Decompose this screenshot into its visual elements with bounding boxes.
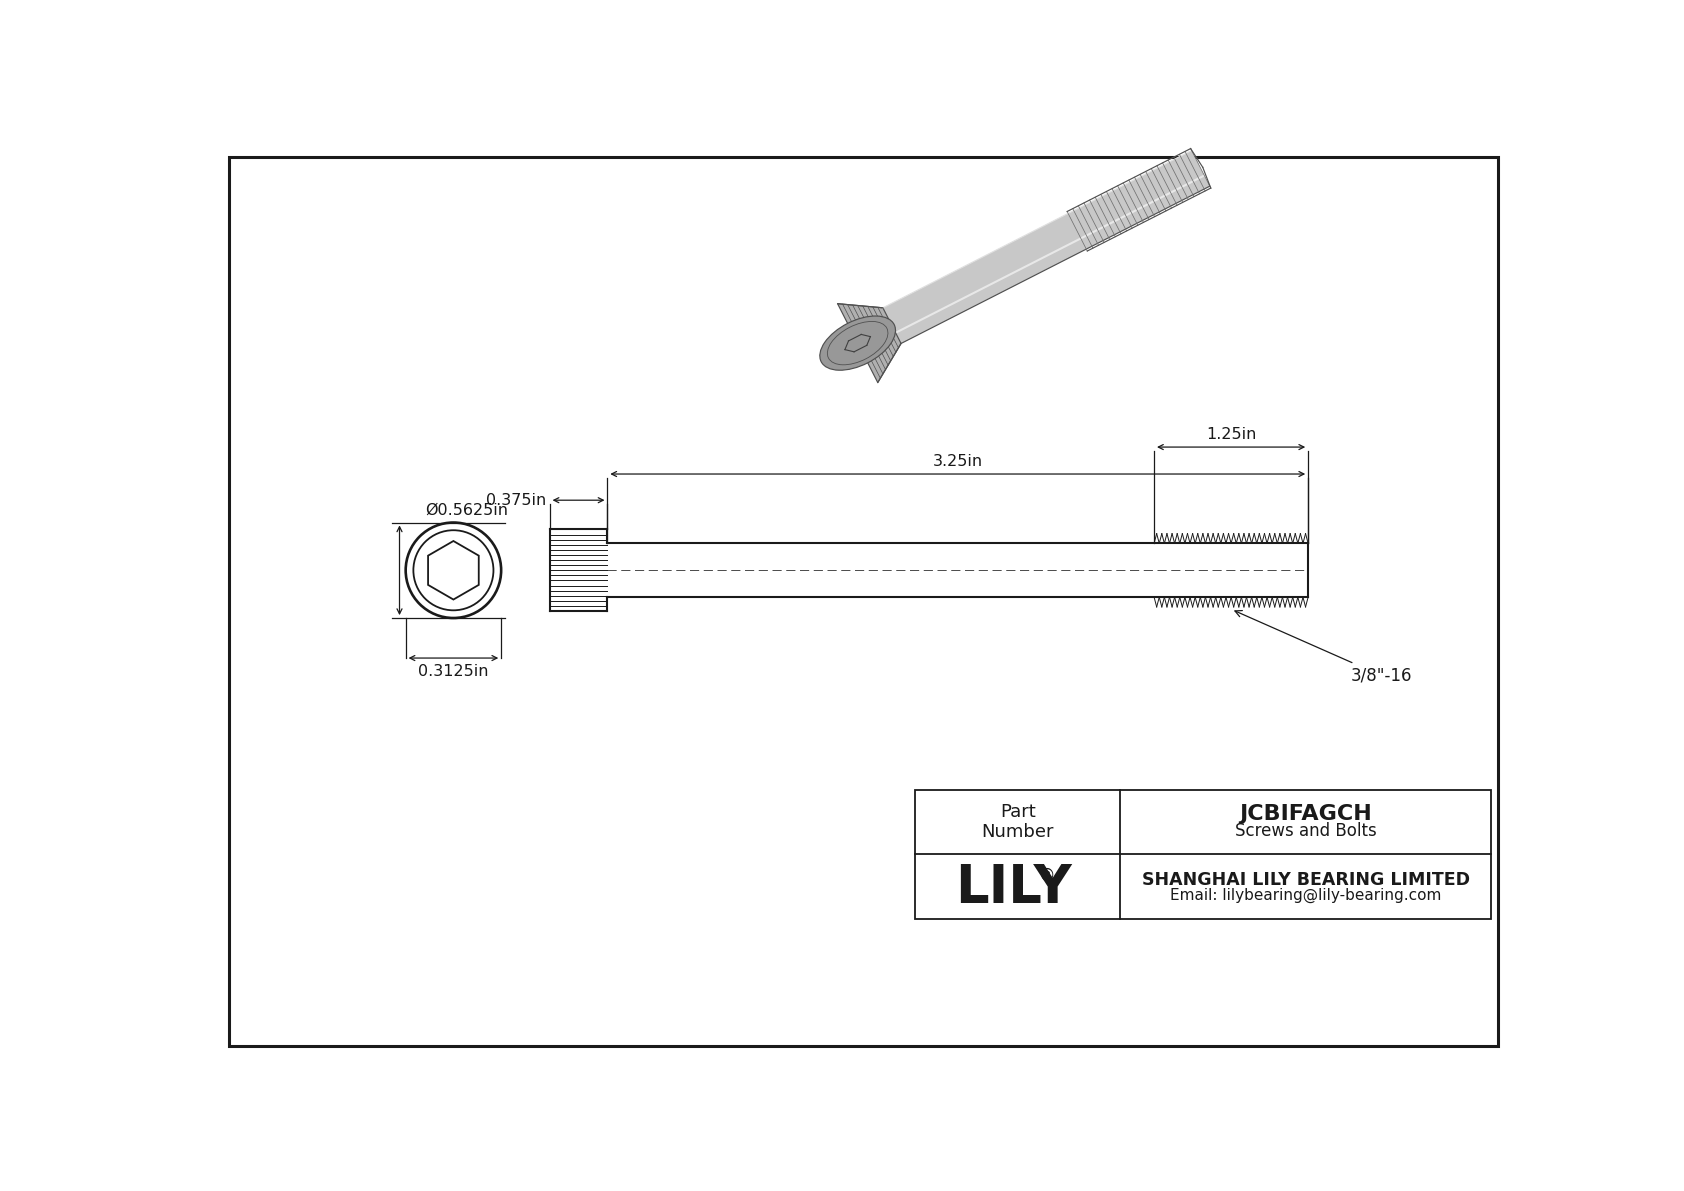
Text: Part
Number: Part Number xyxy=(982,803,1054,842)
Text: Screws and Bolts: Screws and Bolts xyxy=(1234,822,1376,841)
Ellipse shape xyxy=(820,316,896,370)
Text: Ø0.5625in: Ø0.5625in xyxy=(424,503,509,518)
Polygon shape xyxy=(882,150,1209,343)
Text: 1.25in: 1.25in xyxy=(1206,426,1256,442)
Text: 3/8"-16: 3/8"-16 xyxy=(1234,611,1411,685)
Text: Email: lilybearing@lily-bearing.com: Email: lilybearing@lily-bearing.com xyxy=(1170,887,1442,903)
Polygon shape xyxy=(837,304,901,382)
Text: 3.25in: 3.25in xyxy=(933,454,983,468)
Bar xyxy=(916,790,1492,919)
Text: ®: ® xyxy=(1039,867,1056,885)
Text: SHANGHAI LILY BEARING LIMITED: SHANGHAI LILY BEARING LIMITED xyxy=(1142,871,1470,888)
Text: 0.375in: 0.375in xyxy=(485,493,546,507)
Ellipse shape xyxy=(827,322,887,364)
Text: 0.3125in: 0.3125in xyxy=(418,665,488,679)
Text: JCBIFAGCH: JCBIFAGCH xyxy=(1239,804,1372,824)
Text: LILY: LILY xyxy=(955,862,1071,915)
